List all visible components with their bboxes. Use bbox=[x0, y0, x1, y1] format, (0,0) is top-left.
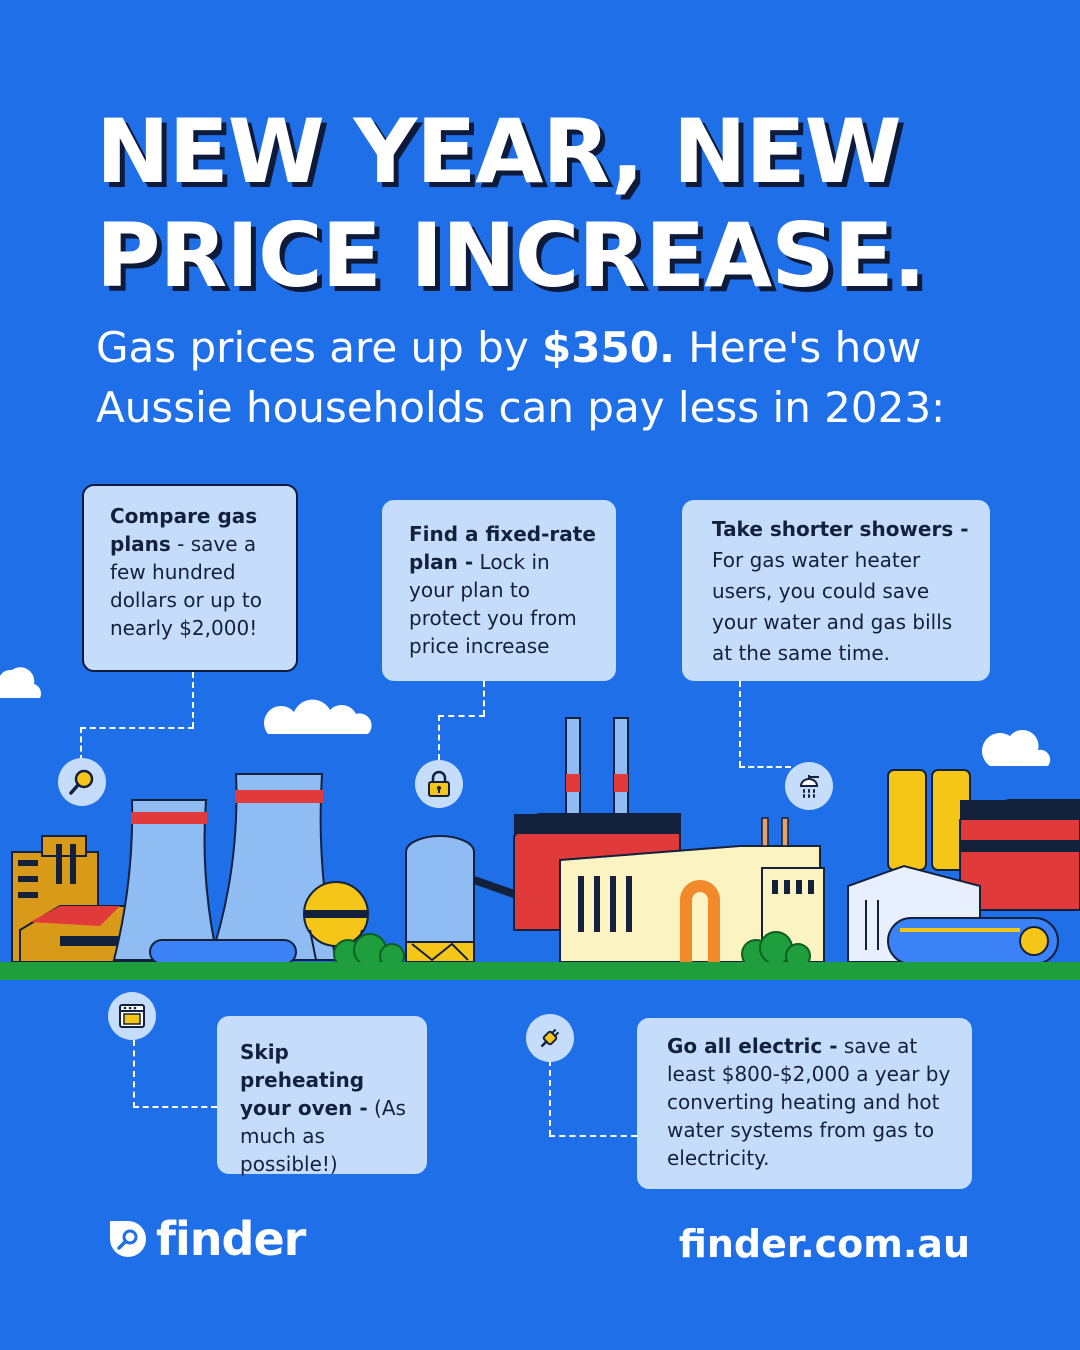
connector-line bbox=[80, 727, 194, 729]
tip-title: Find a fixed-rate plan - bbox=[409, 522, 596, 574]
tip-body: For gas water heater users, you could sa… bbox=[712, 548, 953, 665]
tip-title: Go all electric - bbox=[667, 1034, 838, 1058]
oven-icon bbox=[108, 992, 156, 1040]
plug-icon bbox=[526, 1014, 574, 1062]
tip-card-compare-plans: Compare gas plans - save a few hundred d… bbox=[82, 484, 298, 672]
subheading-line-2: Aussie households can pay less in 2023: bbox=[96, 383, 946, 432]
tip-title: Compare gas plans bbox=[110, 504, 258, 556]
cloud bbox=[0, 667, 42, 698]
lock-icon bbox=[415, 760, 463, 808]
website-url[interactable]: finder.com.au bbox=[678, 1222, 970, 1266]
cloud bbox=[263, 699, 372, 734]
tip-card-skip-preheating: Skip preheating your oven - (As much as … bbox=[217, 1016, 427, 1176]
headline: NEW YEAR, NEW PRICE INCREASE. bbox=[96, 100, 926, 308]
finder-logo-icon bbox=[110, 1221, 146, 1257]
connector-line bbox=[438, 715, 485, 717]
headline-line-1: NEW YEAR, NEW bbox=[96, 100, 902, 203]
subheading-part-1: Gas prices are up by bbox=[96, 323, 543, 372]
brand-name: finder bbox=[156, 1212, 306, 1266]
magnifier-icon bbox=[58, 758, 106, 806]
connector-line bbox=[133, 1106, 217, 1108]
connector-line bbox=[438, 715, 440, 760]
finder-logo[interactable]: finder bbox=[108, 1212, 306, 1266]
connector-line bbox=[739, 766, 791, 768]
price-increase-amount: $350. bbox=[542, 323, 675, 372]
shower-icon bbox=[785, 762, 833, 810]
tip-body: (As much as possible!) bbox=[240, 1096, 406, 1176]
subheading: Gas prices are up by $350. Here's how Au… bbox=[96, 318, 1016, 438]
connector-line bbox=[739, 681, 741, 767]
tip-body: - save a few hundred dollars or up to ne… bbox=[110, 532, 262, 640]
connector-line bbox=[549, 1060, 551, 1136]
cloud bbox=[981, 729, 1051, 766]
subheading-part-2: Here's how bbox=[674, 323, 922, 372]
tip-body: save at least $800-$2,000 a year by conv… bbox=[667, 1034, 951, 1170]
tip-title: Take shorter showers - bbox=[712, 517, 969, 541]
industrial-skyline-illustration bbox=[0, 667, 1080, 980]
connector-line bbox=[483, 681, 485, 716]
tip-title: Skip preheating your oven - bbox=[240, 1040, 368, 1120]
connector-line bbox=[80, 727, 82, 761]
tip-card-fixed-rate: Find a fixed-rate plan - Lock in your pl… bbox=[382, 500, 616, 681]
connector-line bbox=[133, 1040, 135, 1108]
connector-line bbox=[549, 1135, 637, 1137]
headline-line-2: PRICE INCREASE. bbox=[96, 204, 926, 307]
connector-line bbox=[192, 672, 194, 728]
tip-card-go-electric: Go all electric - save at least $800-$2,… bbox=[637, 1018, 972, 1189]
tip-card-shorter-showers: Take shorter showers - For gas water hea… bbox=[682, 500, 990, 681]
tip-body: Lock in your plan to protect you from pr… bbox=[409, 550, 577, 658]
